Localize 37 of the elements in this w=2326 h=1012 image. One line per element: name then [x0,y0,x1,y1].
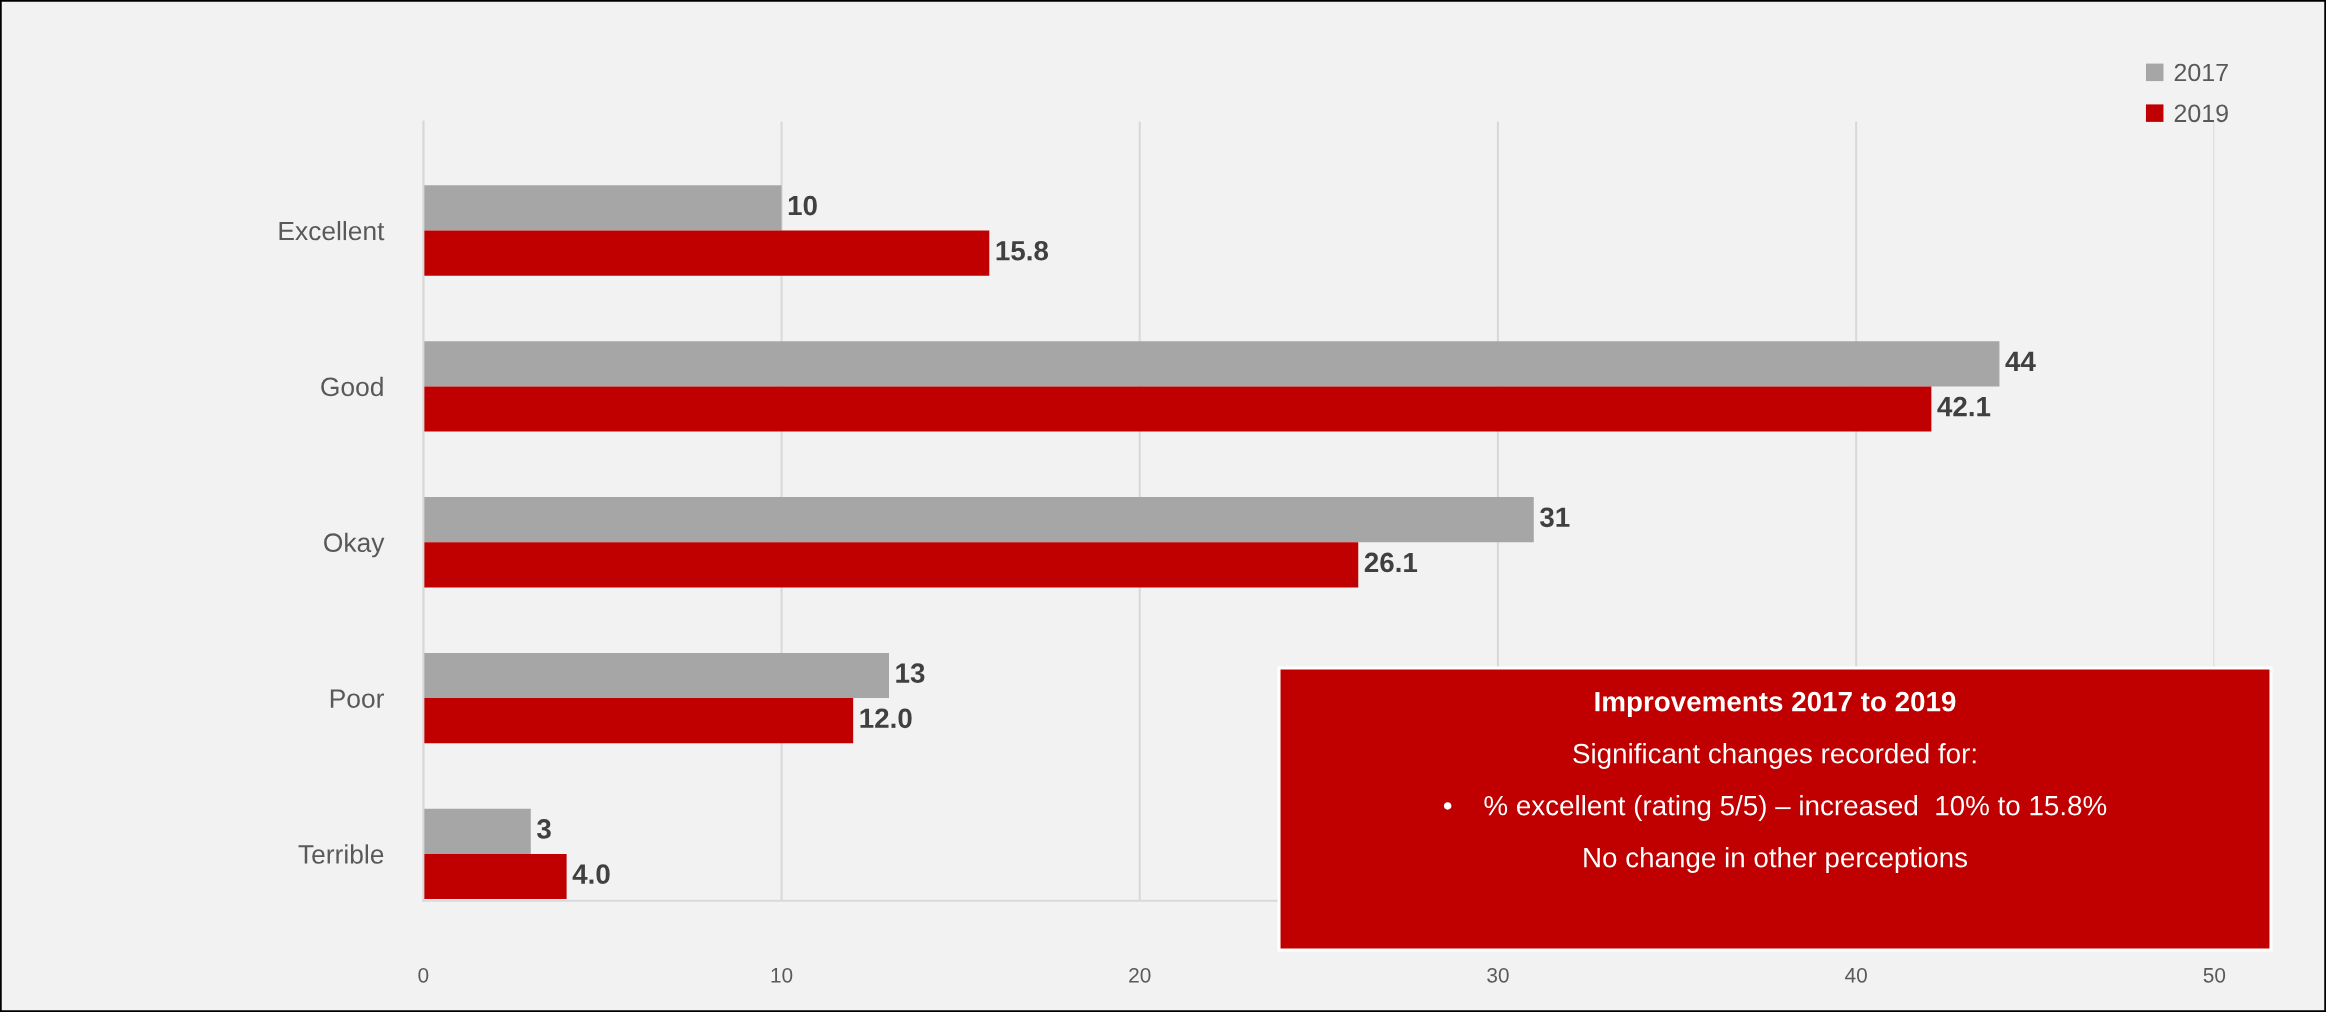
bar [423,386,1932,432]
data-label: 4.0 [572,864,610,884]
data-label: 44 [2005,351,2036,371]
annotation: • % excellent (rating 5/5) – increased 10% to 15.8% [1443,795,2107,821]
bar [423,497,1534,543]
x-tick-label: 10 [771,967,793,983]
annotation: Improvements 2017 to 2019 [1595,691,1956,717]
data-label: 3 [536,819,551,839]
y-tick-label: Okay [324,532,385,558]
data-label: 13 [896,663,925,683]
x-tick-label: 30 [1487,967,1509,983]
data-label: 10 [788,195,817,216]
y-tick-label: Good [321,376,383,397]
annotation: Significant changes recorded for: [1573,743,1976,769]
data-label: 42.1 [1937,396,1991,417]
bar [423,542,1359,588]
y-tick-label: Terrible [298,844,384,864]
legend-label: 2019 [2174,104,2228,123]
y-tick-label: Excellent [279,220,385,241]
bar [423,185,782,231]
data-label: 31 [1539,507,1570,528]
bar [423,652,889,699]
x-tick-label: 40 [1845,967,1867,983]
bar [423,230,990,276]
x-tick-label: 50 [2203,967,2226,983]
bar [423,341,2000,387]
data-label: 15.8 [996,240,1049,261]
x-tick-label: 20 [1129,967,1151,983]
x-tick-label: 0 [418,967,429,983]
bar [423,698,854,744]
y-tick-label: Poor [330,689,385,708]
data-label: 26.1 [1364,552,1418,573]
legend-label: 2017 [2174,63,2228,82]
bar [423,808,531,854]
annotation: No change in other perceptions [1584,847,1968,873]
data-label: 12.0 [860,708,912,729]
bar [423,853,567,900]
